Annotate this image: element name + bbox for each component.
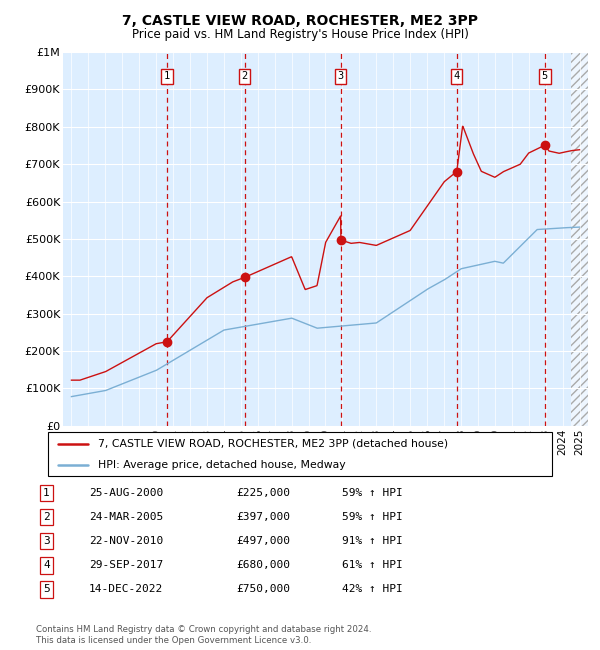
- Text: 5: 5: [43, 584, 50, 594]
- Text: 4: 4: [454, 72, 460, 81]
- Text: 2: 2: [242, 72, 248, 81]
- Text: Price paid vs. HM Land Registry's House Price Index (HPI): Price paid vs. HM Land Registry's House …: [131, 28, 469, 41]
- Text: £680,000: £680,000: [236, 560, 290, 570]
- Text: 7, CASTLE VIEW ROAD, ROCHESTER, ME2 3PP: 7, CASTLE VIEW ROAD, ROCHESTER, ME2 3PP: [122, 14, 478, 29]
- Text: 25-AUG-2000: 25-AUG-2000: [89, 488, 163, 498]
- Text: Contains HM Land Registry data © Crown copyright and database right 2024.
This d: Contains HM Land Registry data © Crown c…: [36, 625, 371, 645]
- Text: 5: 5: [542, 72, 548, 81]
- Text: 22-NOV-2010: 22-NOV-2010: [89, 536, 163, 546]
- Text: 61% ↑ HPI: 61% ↑ HPI: [342, 560, 403, 570]
- Text: 59% ↑ HPI: 59% ↑ HPI: [342, 488, 403, 498]
- Text: 3: 3: [43, 536, 50, 546]
- Text: 1: 1: [164, 72, 170, 81]
- Text: £750,000: £750,000: [236, 584, 290, 594]
- Text: 24-MAR-2005: 24-MAR-2005: [89, 512, 163, 522]
- Text: HPI: Average price, detached house, Medway: HPI: Average price, detached house, Medw…: [98, 460, 346, 470]
- Text: 4: 4: [43, 560, 50, 570]
- Text: £225,000: £225,000: [236, 488, 290, 498]
- Text: 3: 3: [338, 72, 344, 81]
- Text: 7, CASTLE VIEW ROAD, ROCHESTER, ME2 3PP (detached house): 7, CASTLE VIEW ROAD, ROCHESTER, ME2 3PP …: [98, 439, 449, 449]
- FancyBboxPatch shape: [48, 432, 552, 476]
- Text: 29-SEP-2017: 29-SEP-2017: [89, 560, 163, 570]
- Text: 2: 2: [43, 512, 50, 522]
- Text: 42% ↑ HPI: 42% ↑ HPI: [342, 584, 403, 594]
- Text: 91% ↑ HPI: 91% ↑ HPI: [342, 536, 403, 546]
- Text: 14-DEC-2022: 14-DEC-2022: [89, 584, 163, 594]
- Text: £497,000: £497,000: [236, 536, 290, 546]
- Text: £397,000: £397,000: [236, 512, 290, 522]
- Text: 1: 1: [43, 488, 50, 498]
- Text: 59% ↑ HPI: 59% ↑ HPI: [342, 512, 403, 522]
